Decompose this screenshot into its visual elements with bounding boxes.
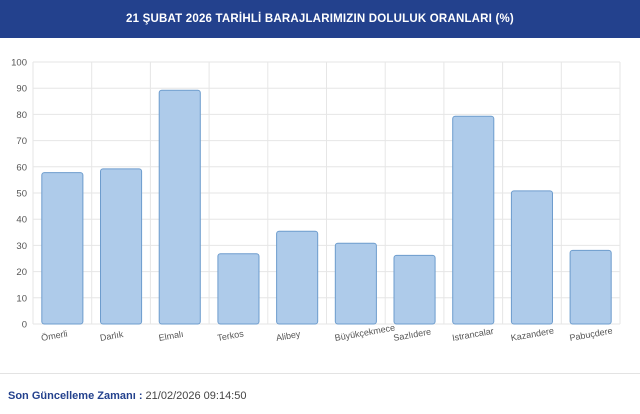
bar-alibey[interactable] — [276, 230, 319, 325]
bar-büyükçekmece[interactable] — [334, 242, 377, 325]
x-tick-label: Sazlıdere — [393, 327, 432, 343]
chart-area: 0 10 20 30 40 50 60 70 80 90 100 Ömerli Darlık Elmal… — [0, 38, 640, 358]
y-axis-ticks: 0 10 20 30 40 50 60 70 80 90 100 — [11, 58, 27, 331]
footer-divider — [0, 373, 640, 374]
bar-layer — [41, 89, 612, 325]
last-update-label: Son Güncelleme Zamanı : — [8, 390, 143, 402]
chart-title: 21 ŞUBAT 2026 TARİHLİ BARAJLARIMIZIN DOL… — [126, 13, 514, 25]
x-tick-label: Elmalı — [158, 329, 184, 343]
bar-terkos[interactable] — [217, 253, 260, 325]
bar-pabuçdere[interactable] — [569, 249, 612, 325]
y-tick-label: 10 — [16, 293, 27, 304]
x-tick-label: Büyükçekmece — [334, 323, 396, 343]
y-tick-label: 90 — [16, 84, 27, 95]
bar-chart: 0 10 20 30 40 50 60 70 80 90 100 Ömerli Darlık Elmal… — [11, 58, 621, 343]
y-tick-label: 80 — [16, 110, 27, 121]
x-tick-label: Ömerli — [40, 329, 68, 343]
bar-istrancalar[interactable] — [452, 115, 495, 325]
x-tick-label: Kazandere — [510, 326, 555, 343]
chart-header: 21 ŞUBAT 2026 TARİHLİ BARAJLARIMIZIN DOL… — [0, 0, 640, 38]
y-tick-label: 30 — [16, 241, 27, 252]
y-tick-label: 40 — [16, 215, 27, 226]
y-tick-label: 100 — [11, 58, 27, 69]
y-tick-label: 20 — [16, 267, 27, 278]
x-tick-label: Alibey — [275, 329, 301, 343]
bar-kazandere[interactable] — [510, 190, 553, 325]
y-tick-label: 0 — [22, 320, 27, 331]
bar-darlık[interactable] — [100, 168, 143, 325]
y-tick-label: 60 — [16, 162, 27, 173]
x-axis-labels: Ömerli Darlık Elmalı Terkos Alibey Büyükçekme… — [40, 323, 613, 343]
x-tick-label: Pabuçdere — [569, 326, 614, 343]
x-tick-label: Istrancalar — [451, 326, 494, 343]
x-tick-label: Darlık — [99, 329, 124, 343]
bar-ömerli[interactable] — [41, 172, 84, 325]
bar-sazlıdere[interactable] — [393, 254, 436, 325]
last-update-value: 21/02/2026 09:14:50 — [145, 390, 247, 402]
last-update: Son Güncelleme Zamanı : 21/02/2026 09:14… — [8, 390, 246, 402]
bar-elmalı[interactable] — [158, 89, 201, 325]
y-tick-label: 70 — [16, 136, 27, 147]
y-tick-label: 50 — [16, 189, 27, 200]
x-tick-label: Terkos — [217, 328, 245, 343]
